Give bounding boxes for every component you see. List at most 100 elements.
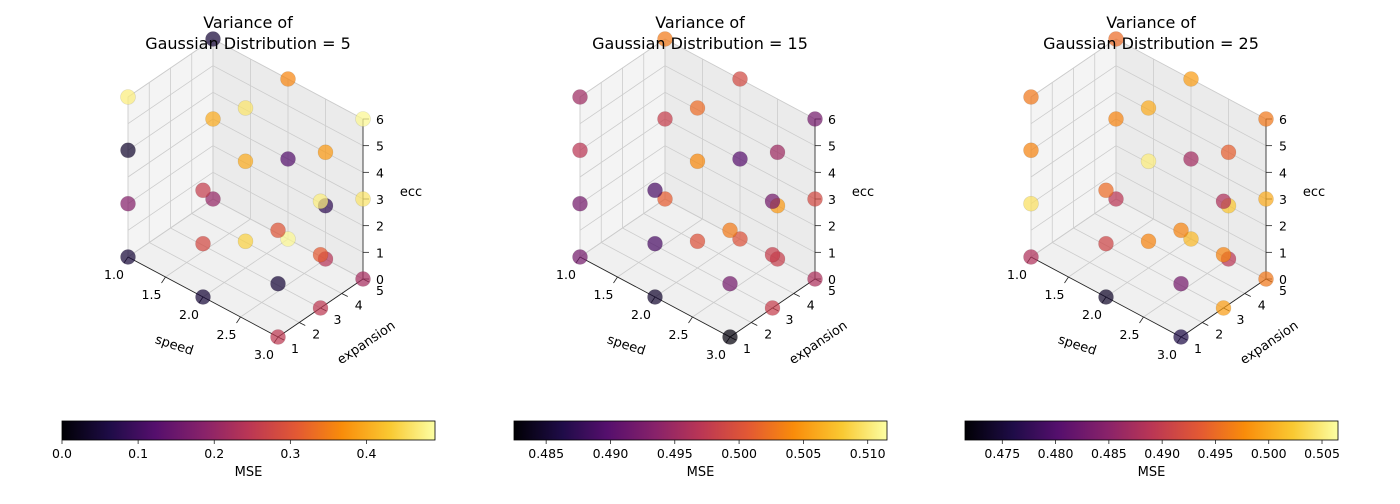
data-point bbox=[1258, 191, 1274, 207]
x-tick-label: 2.0 bbox=[1082, 307, 1102, 322]
gridline-y bbox=[1094, 213, 1245, 294]
z-tick-label: 4 bbox=[1279, 165, 1287, 180]
colorbar-label: MSE bbox=[1138, 465, 1166, 480]
y-tick-label: 3 bbox=[786, 312, 794, 327]
data-point bbox=[807, 191, 823, 207]
colorbar-tick-label: 0.510 bbox=[850, 446, 886, 461]
data-point bbox=[657, 191, 673, 207]
subplot-title-line: Variance of bbox=[203, 13, 293, 32]
colorbar-tick-label: 0.1 bbox=[128, 446, 148, 461]
z-tick-label: 5 bbox=[376, 139, 384, 154]
data-point bbox=[237, 233, 254, 250]
x-tick-label: 2.5 bbox=[1120, 327, 1140, 342]
gridline-z bbox=[1030, 38, 1117, 98]
x-tick-label: 3.0 bbox=[706, 347, 726, 362]
gridline-z bbox=[212, 171, 364, 253]
gridline-z bbox=[579, 65, 666, 124]
colorbar bbox=[61, 420, 436, 441]
x-tick bbox=[1064, 276, 1069, 284]
x-tick-label: 1.0 bbox=[556, 267, 576, 282]
x-tick-label: 1.5 bbox=[594, 287, 614, 302]
data-point bbox=[120, 89, 136, 105]
x-axis-label: speed bbox=[153, 332, 195, 358]
data-point bbox=[1215, 193, 1232, 210]
colorbar-tick-label: 0.480 bbox=[1038, 446, 1074, 461]
gridline-z bbox=[1115, 65, 1267, 147]
x-tick bbox=[688, 316, 693, 324]
y-axis-label: expansion bbox=[1238, 318, 1302, 368]
data-point bbox=[120, 195, 136, 212]
y-tick-label: 1 bbox=[743, 341, 751, 356]
y-tick-label: 4 bbox=[355, 298, 363, 313]
subplot-title-line: Gaussian Distribution = 25 bbox=[1043, 34, 1259, 53]
data-point bbox=[689, 100, 706, 116]
data-point bbox=[195, 235, 211, 252]
gridline-y bbox=[170, 227, 321, 309]
y-tick bbox=[1244, 293, 1251, 297]
x-tick-label: 2.0 bbox=[631, 307, 651, 322]
data-point bbox=[764, 300, 781, 316]
z-tick-label: 1 bbox=[828, 245, 836, 260]
x-tick bbox=[1139, 316, 1144, 324]
data-point bbox=[1023, 195, 1039, 212]
data-point bbox=[647, 289, 663, 305]
data-point bbox=[572, 195, 588, 212]
data-point bbox=[1183, 151, 1199, 167]
x-tick bbox=[613, 276, 618, 284]
data-point bbox=[1098, 289, 1114, 305]
gridline-y bbox=[191, 213, 342, 294]
data-point bbox=[355, 111, 371, 127]
data-point bbox=[270, 275, 286, 292]
data-point bbox=[572, 89, 588, 105]
gridline-z bbox=[579, 198, 666, 258]
data-point bbox=[657, 31, 673, 47]
gridline-z bbox=[664, 65, 816, 147]
data-point bbox=[355, 271, 371, 287]
z-tick-label: 4 bbox=[828, 165, 836, 180]
data-point bbox=[280, 71, 296, 87]
colorbar-tick-label: 0.485 bbox=[1091, 446, 1127, 461]
data-point bbox=[1258, 111, 1274, 127]
gridline-z bbox=[1115, 171, 1267, 253]
y-tick bbox=[341, 293, 348, 297]
gridline-z bbox=[579, 38, 666, 98]
data-point bbox=[1140, 153, 1157, 170]
data-point bbox=[312, 193, 329, 210]
z-tick-label: 1 bbox=[1279, 245, 1287, 260]
colorbar-tick-label: 0.500 bbox=[721, 446, 757, 461]
subplot-title: Variance of Gaussian Distribution = 15 bbox=[592, 13, 808, 53]
gridline-z bbox=[664, 145, 816, 227]
data-point bbox=[1108, 31, 1124, 47]
y-axis-label: expansion bbox=[787, 318, 851, 368]
data-point bbox=[1108, 191, 1124, 207]
data-point bbox=[1098, 235, 1114, 252]
y-tick bbox=[1202, 322, 1209, 326]
gridline-z bbox=[127, 145, 214, 204]
z-tick-label: 6 bbox=[376, 112, 384, 127]
data-point bbox=[769, 144, 786, 161]
x-tick-label: 2.0 bbox=[179, 307, 199, 322]
y-tick-label: 1 bbox=[1194, 341, 1202, 356]
data-point bbox=[237, 153, 254, 170]
gridline-z bbox=[1115, 91, 1267, 173]
x-tick-label: 2.5 bbox=[217, 327, 237, 342]
gridline-z bbox=[579, 118, 666, 178]
colorbar-tick-label: 0.4 bbox=[357, 446, 377, 461]
y-tick-label: 4 bbox=[1258, 298, 1266, 313]
x-tick-label: 3.0 bbox=[1157, 347, 1177, 362]
y-tick-label: 2 bbox=[312, 327, 320, 342]
colorbar bbox=[513, 420, 888, 441]
data-point bbox=[1173, 222, 1189, 239]
z-tick-label: 6 bbox=[828, 112, 836, 127]
data-point bbox=[312, 246, 329, 263]
data-point bbox=[205, 31, 221, 47]
gridline-y bbox=[622, 227, 773, 309]
gridline-z bbox=[127, 118, 214, 178]
data-point bbox=[1220, 144, 1237, 161]
z-tick-label: 5 bbox=[828, 139, 836, 154]
data-point bbox=[722, 329, 738, 345]
data-point bbox=[1215, 300, 1232, 316]
gridline-z bbox=[579, 145, 666, 204]
